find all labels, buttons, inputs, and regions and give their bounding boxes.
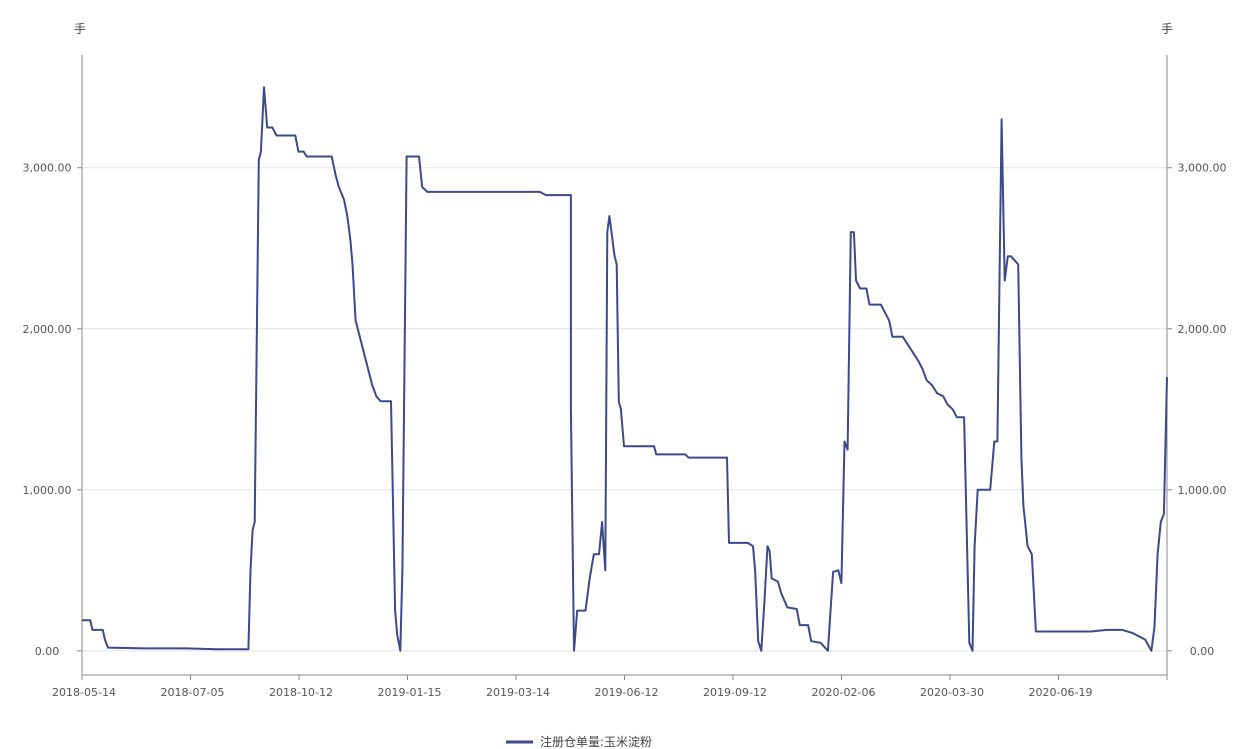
x-tick-label: 2020-02-06	[812, 686, 876, 699]
x-tick-label: 2019-09-12	[703, 686, 767, 699]
x-tick-label: 2018-05-14	[52, 686, 116, 699]
y-tick-label-right: 2,000.00	[1178, 323, 1227, 336]
legend-label: 注册仓单量:玉米淀粉	[540, 734, 652, 749]
x-tick-label: 2020-03-30	[920, 686, 984, 699]
series-line[interactable]	[82, 86, 1168, 652]
y-unit-left: 手	[74, 22, 86, 36]
x-tick-label: 2019-06-12	[595, 686, 659, 699]
y-unit-right: 手	[1161, 22, 1173, 36]
y-tick-label-left: 1,000.00	[23, 484, 72, 497]
y-tick-label-right: 3,000.00	[1178, 162, 1227, 175]
y-tick-label-left: 0.00	[35, 645, 60, 658]
y-tick-label-left: 2,000.00	[23, 323, 72, 336]
tick-labels: 0.00 0.00 1,000.00 1,000.00 2,000.00 2,000.00…	[23, 162, 1227, 699]
x-tick-label: 2018-10-12	[269, 686, 333, 699]
x-tick-label: 2019-01-15	[378, 686, 442, 699]
x-tick-label: 2019-03-14	[486, 686, 550, 699]
y-tick-label-left: 3,000.00	[23, 162, 72, 175]
y-tick-label-right: 1,000.00	[1178, 484, 1227, 497]
legend[interactable]: 注册仓单量:玉米淀粉	[506, 734, 652, 749]
axes	[77, 55, 1172, 680]
x-tick-label: 2020-06-19	[1029, 686, 1093, 699]
x-tick-label: 2018-07-05	[161, 686, 225, 699]
y-tick-label-right: 0.00	[1190, 645, 1215, 658]
series-layer	[82, 86, 1168, 652]
